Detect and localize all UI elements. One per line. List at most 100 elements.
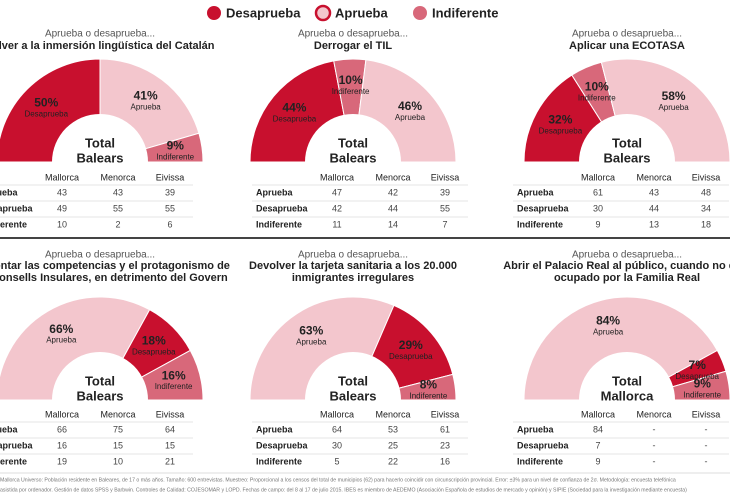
segment-label: Desaprueba (675, 372, 719, 381)
table-header: Menorca (100, 409, 135, 419)
table-cell: 18 (701, 219, 711, 229)
table-cell: 16 (440, 456, 450, 466)
table-cell: - (653, 456, 656, 466)
segment-label: Indiferente (683, 390, 721, 399)
donut-segment (523, 296, 718, 401)
segment-label: Aprueba (593, 327, 624, 336)
value-label: 16% (162, 368, 186, 382)
table-header: Mallorca (581, 172, 615, 182)
center-label: Total (85, 373, 115, 388)
donut-hole (305, 352, 401, 448)
table-cell: 15 (165, 440, 175, 450)
donut-hole (52, 352, 148, 448)
row-label: Desaprueba (256, 203, 309, 213)
table-cell: - (705, 456, 708, 466)
table-cell: 9 (595, 456, 600, 466)
table-cell: 49 (57, 203, 67, 213)
legend-swatch (413, 6, 427, 20)
row-label: Indiferente (256, 456, 302, 466)
row-label: Desaprueba (517, 440, 570, 450)
table-header: Mallorca (581, 409, 615, 419)
segment-label: Aprueba (296, 338, 327, 347)
donut-hole (579, 352, 675, 448)
table-header: Menorca (375, 409, 410, 419)
chart-title: Abrir el Palacio Real al público, cuando… (503, 260, 730, 272)
row-label: Desaprueba (517, 203, 570, 213)
table-header: Eivissa (156, 172, 185, 182)
segment-label: Aprueba (131, 102, 162, 111)
table-cell: 23 (440, 440, 450, 450)
center-label: Balears (604, 150, 651, 165)
value-label: 44% (282, 101, 306, 115)
value-label: 8% (420, 378, 438, 392)
donut-hole (52, 114, 148, 210)
chart-subtitle: Aprueba o desaprueba... (298, 29, 408, 40)
table-cell: 66 (57, 424, 67, 434)
table-cell: 53 (388, 424, 398, 434)
table-cell: 16 (57, 440, 67, 450)
segment-label: Indiferente (409, 392, 447, 401)
table-cell: 22 (388, 456, 398, 466)
legend-label: Aprueba (335, 5, 389, 20)
table-cell: 64 (165, 424, 175, 434)
table-header: Menorca (375, 172, 410, 182)
table-cell: 75 (113, 424, 123, 434)
segment-label: Indiferente (155, 382, 193, 391)
center-label: Balears (330, 388, 377, 403)
table-cell: 34 (701, 203, 711, 213)
table-cell: 44 (388, 203, 398, 213)
value-label: 50% (34, 95, 58, 109)
table-cell: 6 (167, 219, 172, 229)
table-header: Mallorca (320, 409, 354, 419)
segment-label: Aprueba (395, 113, 426, 122)
footer-text: Mallorca Universo: Población residente e… (0, 477, 676, 483)
value-label: 10% (585, 79, 609, 93)
table-header: Eivissa (692, 172, 721, 182)
table-cell: 64 (332, 424, 342, 434)
table-cell: 43 (649, 187, 659, 197)
value-label: 41% (134, 88, 158, 102)
table-header: Menorca (100, 172, 135, 182)
table-cell: 42 (388, 187, 398, 197)
table-cell: 55 (440, 203, 450, 213)
value-label: 7% (689, 358, 707, 372)
center-label: Mallorca (601, 388, 655, 403)
chart-subtitle: Aprueba o desaprueba... (572, 250, 682, 261)
chart-subtitle: Aprueba o desaprueba... (45, 29, 155, 40)
table-cell: 44 (649, 203, 659, 213)
table-cell: 21 (165, 456, 175, 466)
table-cell: 84 (593, 424, 603, 434)
row-label: Indiferente (517, 456, 563, 466)
chart-subtitle: Aprueba o desaprueba... (298, 250, 408, 261)
table-header: Mallorca (45, 172, 79, 182)
table-cell: 39 (440, 187, 450, 197)
donut-hole (579, 114, 675, 210)
table-cell: 47 (332, 187, 342, 197)
value-label: 29% (399, 338, 423, 352)
table-cell: 19 (57, 456, 67, 466)
row-label: Aprueba (517, 424, 555, 434)
segment-label: Aprueba (658, 103, 689, 112)
table-cell: 13 (649, 219, 659, 229)
table-header: Mallorca (45, 409, 79, 419)
chart-subtitle: Aprueba o desaprueba... (572, 29, 682, 40)
table-header: Eivissa (692, 409, 721, 419)
value-label: 58% (662, 89, 686, 103)
row-label: Indiferente (517, 219, 563, 229)
row-label: Aprueba (517, 187, 555, 197)
chart-title: Volver a la inmersión lingüística del Ca… (0, 40, 215, 52)
table-cell: 43 (113, 187, 123, 197)
table-cell: 10 (57, 219, 67, 229)
legend-label: Desaprueba (226, 5, 301, 20)
table-header: Menorca (636, 172, 671, 182)
segment-label: Indiferente (332, 87, 370, 96)
table-cell: 7 (595, 440, 600, 450)
segment-label: Desaprueba (539, 126, 583, 135)
segment-label: Desaprueba (24, 109, 68, 118)
table-cell: 2 (115, 219, 120, 229)
table-cell: 61 (593, 187, 603, 197)
segment-label: Aprueba (46, 336, 77, 345)
center-label: Balears (77, 388, 124, 403)
table-cell: 10 (113, 456, 123, 466)
